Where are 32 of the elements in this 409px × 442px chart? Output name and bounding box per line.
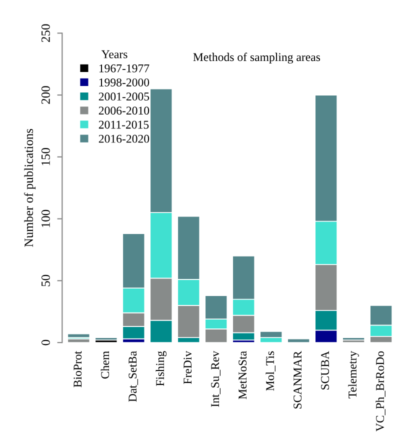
- y-tick-label: 100: [41, 210, 50, 228]
- x-tick-label: SCANMAR: [294, 350, 302, 408]
- x-tick-label: Int_Su_Rev: [211, 350, 220, 407]
- x-tick-label: Mol_Tis: [266, 351, 276, 391]
- y-tick-label: 200: [41, 86, 50, 104]
- x-tick-label: FreDiv: [184, 350, 192, 384]
- bar: [94, 337, 118, 340]
- x-tick-label: BioProt: [74, 350, 82, 388]
- x-tick-label: Dat_SetBa: [128, 351, 138, 402]
- legend-label: 2006-2010: [98, 106, 150, 115]
- bar: [260, 330, 283, 338]
- legend-label: 1967-1977: [99, 64, 150, 72]
- x-tick-label: Fishing: [156, 351, 166, 386]
- y-tick-label: 50: [41, 274, 50, 286]
- legend-label: 2001-2005: [98, 92, 150, 101]
- legend-label: 2011-2015: [98, 120, 149, 129]
- y-tick-label: 250: [41, 24, 50, 42]
- y-tick-label: 0: [41, 340, 50, 346]
- legend-label: 1998-2000: [99, 78, 150, 86]
- x-tick-label: MetNoSta: [238, 351, 247, 400]
- x-tick-label: VC_Ph_BrRoDo: [376, 351, 386, 432]
- y-axis-title: Number of publications: [24, 128, 36, 247]
- bar: [67, 333, 90, 338]
- legend-title: Years: [101, 50, 128, 58]
- x-tick-label: SCUBA: [321, 350, 330, 390]
- x-tick-label: Telemetry: [348, 350, 359, 398]
- legend-label: 2016-2020: [98, 134, 150, 143]
- bar: [342, 337, 365, 340]
- x-tick-label: Chem: [100, 351, 110, 379]
- bar: [287, 338, 310, 343]
- y-tick-label: 150: [41, 148, 50, 166]
- text: Methods of sampling areas: [193, 52, 320, 64]
